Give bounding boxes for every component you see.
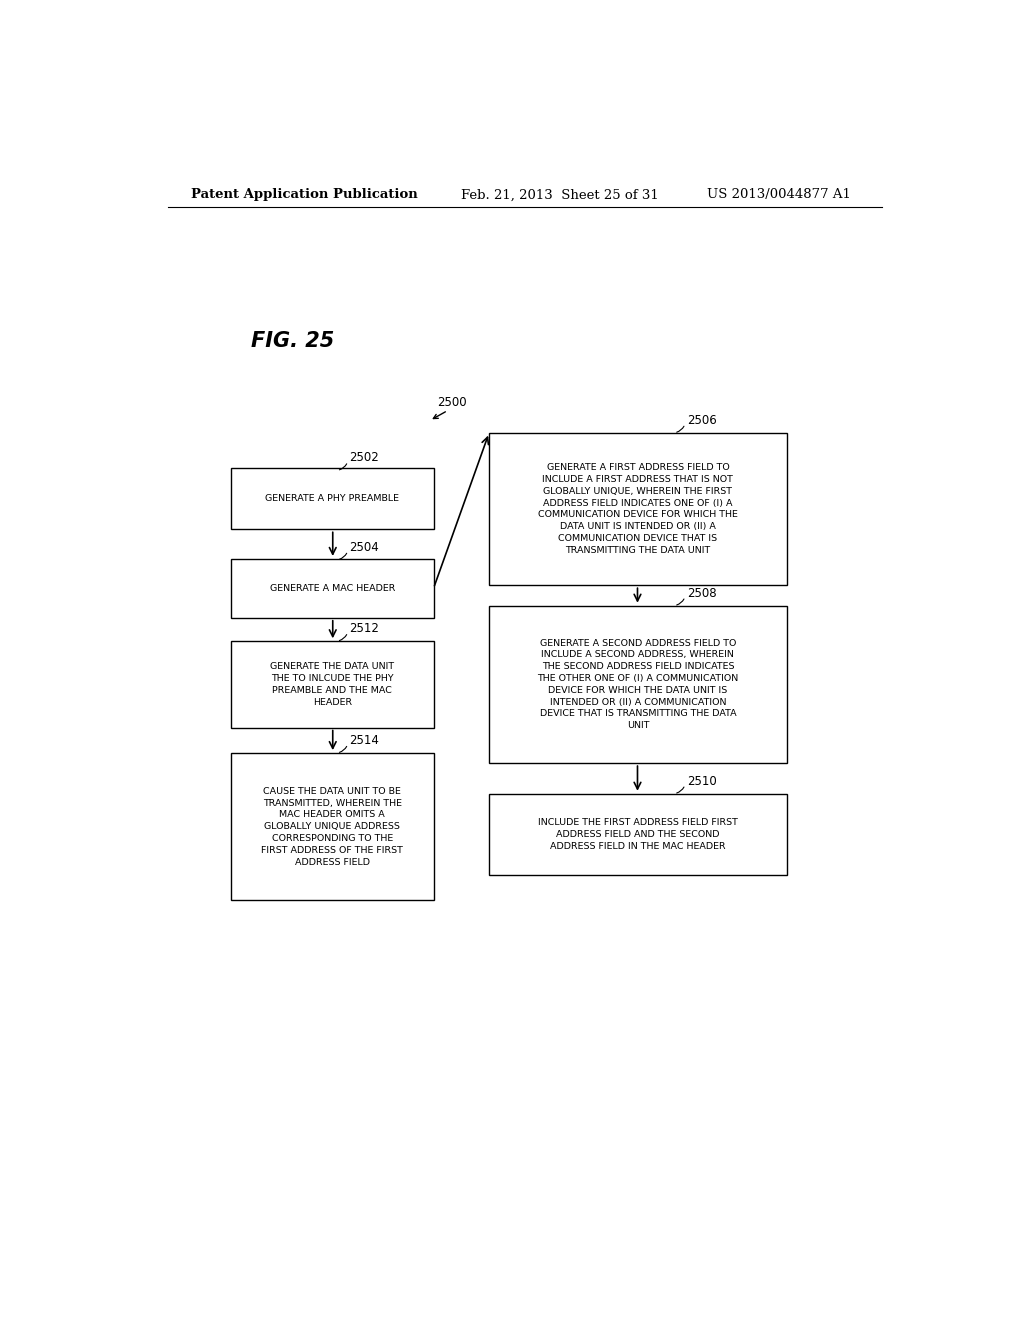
Text: 2506: 2506 xyxy=(687,413,717,426)
FancyBboxPatch shape xyxy=(489,433,786,585)
FancyBboxPatch shape xyxy=(231,752,433,900)
FancyBboxPatch shape xyxy=(231,642,433,727)
Text: INCLUDE THE FIRST ADDRESS FIELD FIRST
ADDRESS FIELD AND THE SECOND
ADDRESS FIELD: INCLUDE THE FIRST ADDRESS FIELD FIRST AD… xyxy=(538,818,738,850)
Text: GENERATE A MAC HEADER: GENERATE A MAC HEADER xyxy=(269,583,395,593)
Text: 2504: 2504 xyxy=(349,541,379,554)
Text: Feb. 21, 2013  Sheet 25 of 31: Feb. 21, 2013 Sheet 25 of 31 xyxy=(461,189,659,202)
Text: 2510: 2510 xyxy=(687,775,717,788)
Text: CAUSE THE DATA UNIT TO BE
TRANSMITTED, WHEREIN THE
MAC HEADER OMITS A
GLOBALLY U: CAUSE THE DATA UNIT TO BE TRANSMITTED, W… xyxy=(261,787,403,867)
FancyBboxPatch shape xyxy=(489,793,786,875)
Text: 2508: 2508 xyxy=(687,586,717,599)
Text: GENERATE THE DATA UNIT
THE TO INLCUDE THE PHY
PREAMBLE AND THE MAC
HEADER: GENERATE THE DATA UNIT THE TO INLCUDE TH… xyxy=(270,663,394,706)
Text: 2512: 2512 xyxy=(349,622,379,635)
Text: 2502: 2502 xyxy=(349,451,379,465)
Text: GENERATE A PHY PREAMBLE: GENERATE A PHY PREAMBLE xyxy=(265,495,399,503)
Text: FIG. 25: FIG. 25 xyxy=(251,331,334,351)
Text: 2500: 2500 xyxy=(437,396,467,409)
Text: GENERATE A FIRST ADDRESS FIELD TO
INCLUDE A FIRST ADDRESS THAT IS NOT
GLOBALLY U: GENERATE A FIRST ADDRESS FIELD TO INCLUD… xyxy=(538,463,738,554)
Text: Patent Application Publication: Patent Application Publication xyxy=(191,189,418,202)
FancyBboxPatch shape xyxy=(231,469,433,529)
Text: 2514: 2514 xyxy=(349,734,379,747)
FancyBboxPatch shape xyxy=(231,558,433,618)
Text: US 2013/0044877 A1: US 2013/0044877 A1 xyxy=(708,189,851,202)
FancyBboxPatch shape xyxy=(489,606,786,763)
Text: GENERATE A SECOND ADDRESS FIELD TO
INCLUDE A SECOND ADDRESS, WHEREIN
THE SECOND : GENERATE A SECOND ADDRESS FIELD TO INCLU… xyxy=(538,639,738,730)
